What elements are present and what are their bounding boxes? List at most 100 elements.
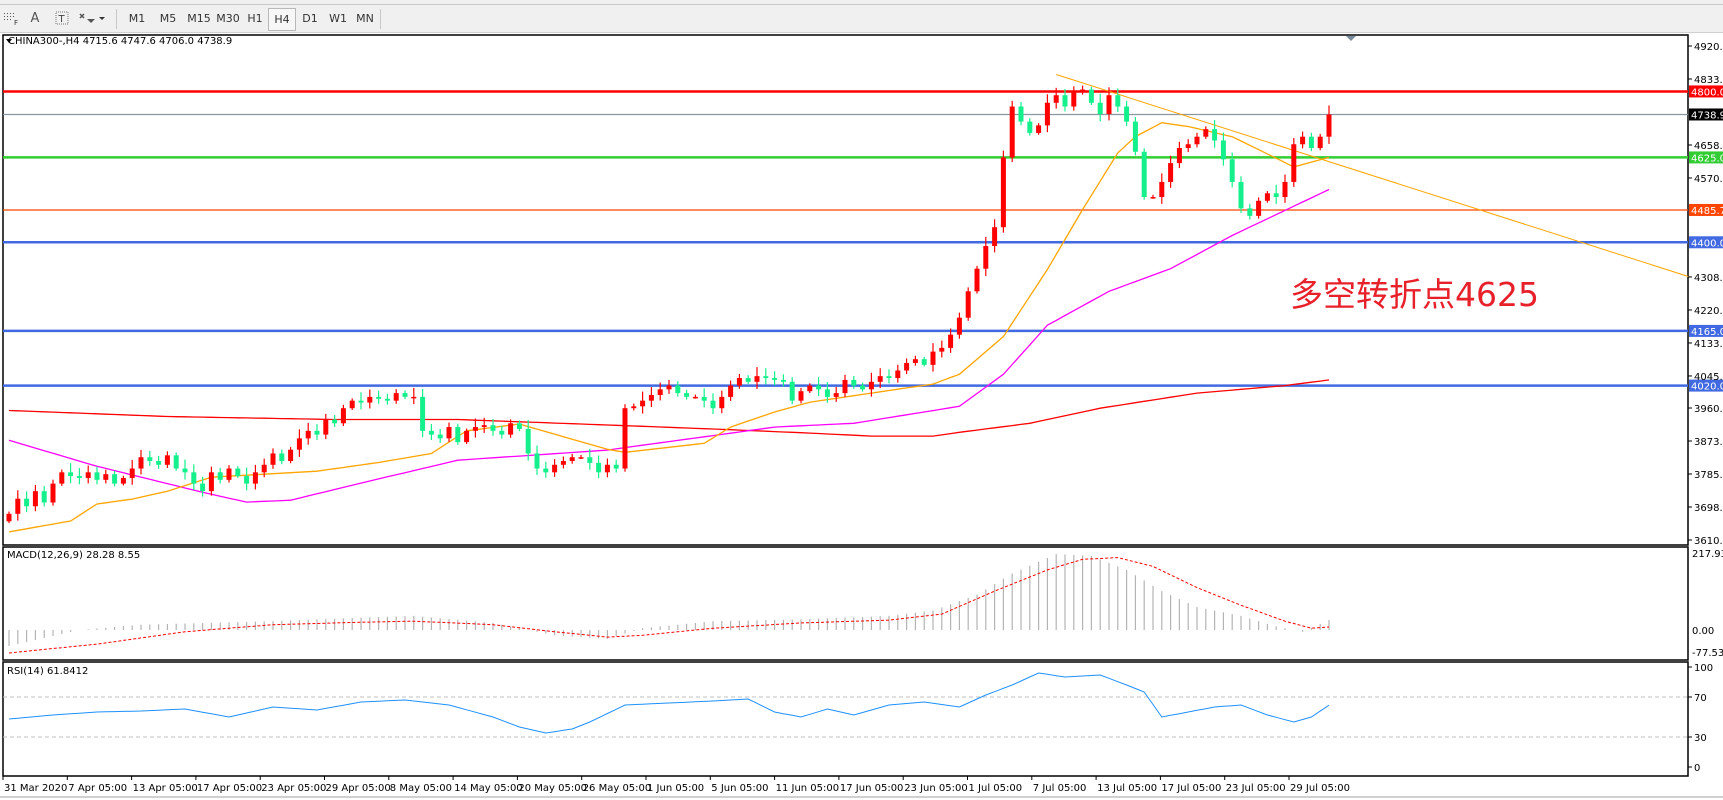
level-label-bg [1689, 203, 1723, 216]
candle [692, 394, 698, 399]
candle-body [112, 474, 118, 484]
candle-body [217, 472, 223, 480]
candle [1300, 131, 1306, 149]
candle [1071, 86, 1077, 111]
candle-body [288, 449, 294, 461]
candle-body [692, 396, 698, 399]
timeframe-h1[interactable]: H1 [247, 12, 263, 25]
arrows-icon[interactable] [76, 8, 106, 29]
candle [543, 461, 549, 478]
candle [164, 451, 170, 468]
macd-tick-label: 217.93 [1692, 549, 1723, 560]
price-tick-label: 3610.5 [1694, 536, 1723, 547]
level-label-4165.0: 4165.0 [1691, 327, 1723, 338]
candle-body [604, 464, 610, 473]
candle [1308, 132, 1314, 152]
timeframe-w1[interactable]: W1 [329, 12, 347, 25]
candle [464, 428, 470, 444]
candle [1194, 132, 1200, 148]
candle-body [789, 381, 795, 401]
candle [745, 375, 751, 385]
candle [1009, 100, 1015, 162]
candle-body [296, 438, 302, 450]
candle-body [701, 396, 707, 401]
candle [402, 390, 408, 400]
candle [921, 356, 927, 367]
price-tick-label: 3873.0 [1694, 437, 1723, 448]
candle-body [138, 457, 144, 469]
candle-body [464, 430, 470, 443]
level-label-4485.7: 4485.7 [1691, 206, 1723, 217]
macd-tick-label: -77.53 [1692, 648, 1723, 659]
grid-f-icon[interactable]: F [2, 8, 20, 29]
candle-body [226, 468, 232, 480]
candle-body [191, 472, 197, 484]
text-a-icon[interactable]: A [30, 11, 40, 26]
timeframe-m15[interactable]: M15 [187, 12, 211, 25]
candle-body [886, 376, 892, 379]
level-label-4400.0: 4400.0 [1691, 238, 1723, 249]
time-tick-label: 14 May 05:00 [454, 783, 523, 794]
text-box-icon[interactable]: T [53, 8, 71, 29]
candle-body [965, 291, 971, 318]
candle [437, 428, 443, 443]
price-tick-label: 4570.5 [1694, 174, 1723, 185]
level-label-4800.0: 4800.0 [1691, 87, 1723, 98]
timeframe-m5[interactable]: M5 [159, 12, 177, 25]
timeframe-m1[interactable]: M1 [128, 12, 146, 25]
candle [85, 465, 91, 484]
timeframe-h4[interactable]: H4 [268, 8, 296, 31]
candle-body [208, 472, 214, 492]
candle-body [437, 434, 443, 439]
time-tick-label: 17 Apr 05:00 [197, 783, 262, 794]
price-tick-label: 4833.0 [1694, 75, 1723, 86]
candle-body [596, 462, 602, 473]
candle [1141, 148, 1147, 200]
candle-body [1053, 95, 1059, 103]
timeframe-mn[interactable]: MN [356, 12, 374, 25]
candle-body [455, 427, 461, 443]
candle [156, 455, 162, 469]
timeframe-m30[interactable]: M30 [216, 12, 240, 25]
timeframe-d1[interactable]: D1 [302, 12, 318, 25]
candle-body [384, 398, 390, 401]
candle-body [472, 427, 478, 431]
candle [455, 423, 461, 445]
candle [261, 458, 267, 478]
candle-body [182, 468, 188, 473]
candle [587, 448, 593, 470]
candle [1168, 155, 1174, 188]
candle-body [516, 423, 522, 429]
time-tick-label: 23 Jul 05:00 [1226, 783, 1286, 794]
candle-body [622, 408, 628, 469]
candle-body [1264, 193, 1270, 201]
candle [59, 469, 65, 486]
candle [15, 490, 21, 521]
candle [789, 377, 795, 405]
collapse-triangle-icon [6, 39, 12, 43]
candle [103, 469, 109, 484]
candle-body [895, 370, 901, 379]
candle-body [314, 430, 320, 435]
candle [50, 479, 56, 506]
time-tick-label: 13 Jul 05:00 [1097, 783, 1157, 794]
candle [1062, 88, 1068, 112]
candle-body [499, 430, 505, 435]
candle [780, 374, 786, 387]
candle-body [1159, 181, 1165, 198]
trendline [1056, 73, 1690, 278]
candle [1229, 152, 1235, 188]
candle [1203, 126, 1209, 139]
candle [499, 425, 505, 439]
candle [208, 466, 214, 496]
candle-body [1018, 106, 1024, 122]
candle-body [745, 378, 751, 382]
candle-body [1185, 144, 1191, 149]
candle [41, 486, 47, 507]
annotation-text[interactable]: 多空转折点4625 [1290, 275, 1539, 314]
candle-body [587, 457, 593, 463]
candle-body [376, 396, 382, 399]
candle [868, 372, 874, 397]
candle [983, 237, 989, 276]
